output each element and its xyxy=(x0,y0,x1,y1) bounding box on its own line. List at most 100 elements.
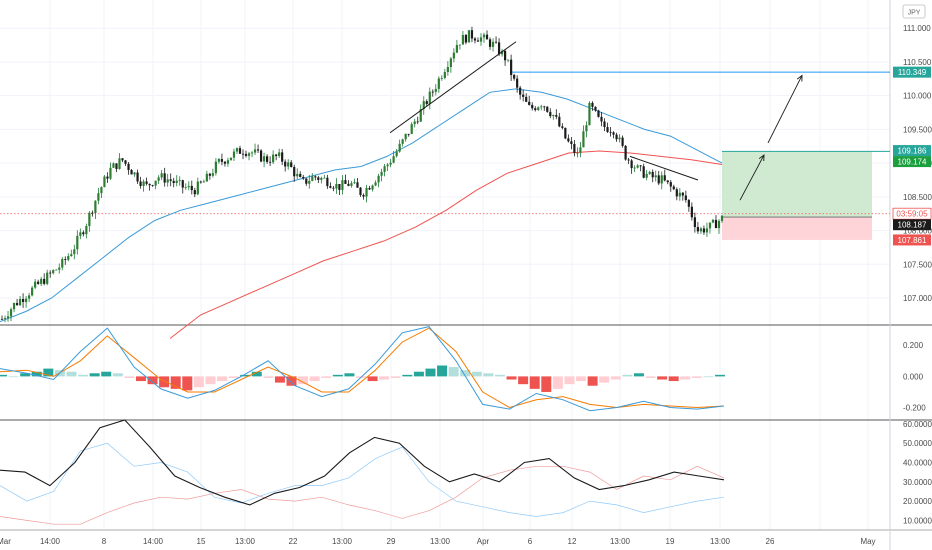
candle-body xyxy=(338,183,341,190)
adx-tick-label: 50.0000 xyxy=(903,439,932,448)
di-plus-line xyxy=(0,442,725,517)
macd-line xyxy=(0,326,725,412)
adx-tick-label: 10.0000 xyxy=(903,516,932,525)
macd-histogram-bar xyxy=(170,376,181,389)
candle-body xyxy=(522,94,525,97)
candle-body xyxy=(127,163,130,171)
candle-body xyxy=(507,59,510,61)
macd-histogram-bar xyxy=(494,374,505,377)
time-axis[interactable]: Mar 14:00 8 14:00 15 13:00 22 13:00 29 13:00 Apr 6 1… xyxy=(0,537,876,546)
macd-histogram-bar xyxy=(390,376,401,378)
macd-histogram-bar xyxy=(379,376,390,380)
candle-body xyxy=(341,180,344,190)
candle-body xyxy=(311,176,314,181)
adx-pane[interactable] xyxy=(0,419,725,525)
time-tick-label: 13:00 xyxy=(710,537,731,546)
macd-pane[interactable] xyxy=(0,326,725,412)
candle-body xyxy=(588,102,591,126)
candle-body xyxy=(25,298,28,302)
macd-histogram-bar xyxy=(124,376,135,378)
candle-body xyxy=(525,96,528,102)
macd-histogram-bar xyxy=(576,376,587,382)
candle-body xyxy=(169,179,172,181)
candle-body xyxy=(284,161,287,167)
candle-body xyxy=(720,215,724,221)
candle-body xyxy=(621,137,624,146)
candle-body xyxy=(244,153,248,156)
candle-body xyxy=(118,158,121,169)
candle-body xyxy=(287,162,290,167)
candle-body xyxy=(500,50,504,55)
candle-body xyxy=(305,178,308,184)
candle-body xyxy=(416,121,419,123)
macd-histogram-bar xyxy=(309,376,320,382)
macd-histogram-bar xyxy=(691,376,702,378)
candle-body xyxy=(18,298,22,306)
candle-body xyxy=(425,101,428,105)
macd-histogram-bar xyxy=(367,376,378,382)
candle-body xyxy=(663,175,666,181)
drawing-tools[interactable] xyxy=(389,41,803,201)
candle-body xyxy=(549,111,552,117)
candle-body xyxy=(386,164,389,167)
candle-body xyxy=(528,101,531,105)
candle-body xyxy=(91,212,94,214)
candle-body xyxy=(467,30,471,43)
time-tick-label: 13:00 xyxy=(332,537,353,546)
adx-tick-label: 30.0000 xyxy=(903,478,932,487)
candle-body xyxy=(37,281,40,284)
macd-histogram-bar xyxy=(437,365,448,377)
currency-label[interactable]: JPY xyxy=(902,4,926,19)
candle-body xyxy=(534,108,537,111)
risk-reward-box[interactable] xyxy=(0,71,890,240)
candle-body xyxy=(615,134,618,140)
candle-body xyxy=(392,156,395,163)
candle-body xyxy=(633,167,636,169)
candle-body xyxy=(199,181,202,183)
trend-line xyxy=(629,155,699,181)
price-axis[interactable]: 111.500111.000110.500110.000109.500109.0… xyxy=(903,0,932,525)
price-badge: 108.187 xyxy=(893,219,931,231)
candle-body xyxy=(100,187,103,194)
time-tick-label: 13:00 xyxy=(430,537,451,546)
candle-body xyxy=(232,151,236,158)
adx-line xyxy=(0,419,725,506)
candle-body xyxy=(40,278,43,284)
macd-histogram-bar xyxy=(8,376,19,378)
candle-body xyxy=(711,219,715,223)
time-tick-label: May xyxy=(860,537,875,546)
price-tick-label: 109.500 xyxy=(903,125,932,134)
arrow-up-2 xyxy=(767,75,803,144)
candle-body xyxy=(675,189,678,197)
candle-body xyxy=(404,133,407,140)
candle-body xyxy=(543,106,546,108)
candle-body xyxy=(449,58,452,68)
candle-body xyxy=(166,179,169,183)
macd-histogram-bar xyxy=(193,376,204,388)
macd-histogram-bar xyxy=(112,373,123,377)
macd-histogram-bar xyxy=(471,371,482,377)
candle-body xyxy=(34,281,37,288)
price-badge: 107.861 xyxy=(893,234,931,246)
candle-body xyxy=(178,180,181,181)
candle-body xyxy=(609,131,612,133)
macd-histogram-bar xyxy=(147,376,158,385)
macd-histogram-bar xyxy=(228,376,239,378)
price-badge-text: 107.861 xyxy=(898,236,927,245)
candle-body xyxy=(693,217,696,228)
candle-body xyxy=(262,156,266,162)
candle-body xyxy=(79,232,82,236)
macd-histogram-bar xyxy=(587,376,598,386)
candle-body xyxy=(163,173,166,183)
di-minus-line xyxy=(0,465,725,525)
candle-body xyxy=(552,115,555,117)
time-tick-label: Apr xyxy=(477,537,490,546)
candle-body xyxy=(335,183,338,189)
price-pane[interactable] xyxy=(0,26,890,339)
time-tick-label: 26 xyxy=(766,537,775,546)
candle-body xyxy=(160,173,163,178)
candle-body xyxy=(320,177,323,180)
candle-body xyxy=(419,109,422,122)
candle-body xyxy=(52,270,55,274)
